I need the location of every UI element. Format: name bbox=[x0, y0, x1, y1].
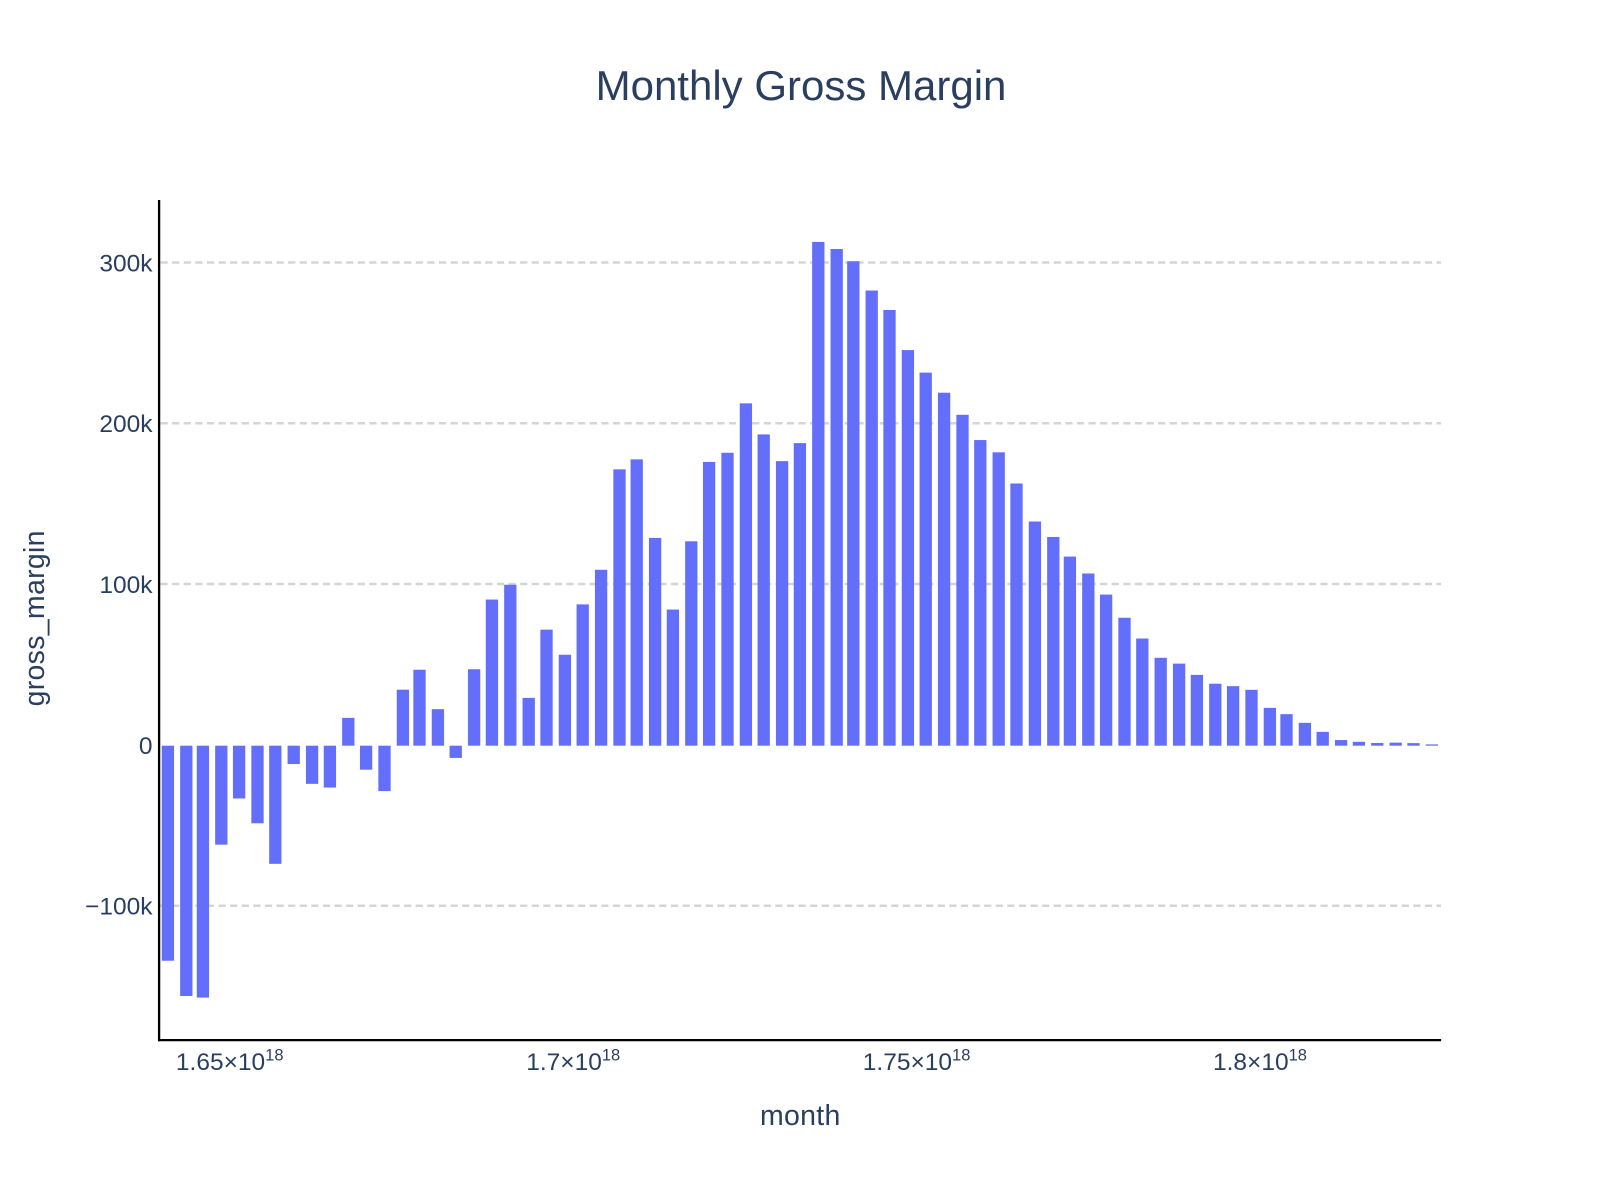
svg-text:200k: 200k bbox=[99, 411, 153, 438]
svg-text:Monthly Gross Margin: Monthly Gross Margin bbox=[596, 62, 1007, 109]
svg-text:0: 0 bbox=[139, 733, 153, 760]
svg-text:month: month bbox=[760, 1100, 841, 1132]
svg-text:gross_margin: gross_margin bbox=[19, 530, 51, 706]
svg-text:300k: 300k bbox=[99, 251, 153, 278]
svg-text:100k: 100k bbox=[99, 572, 153, 599]
svg-text:−100k: −100k bbox=[85, 894, 153, 921]
